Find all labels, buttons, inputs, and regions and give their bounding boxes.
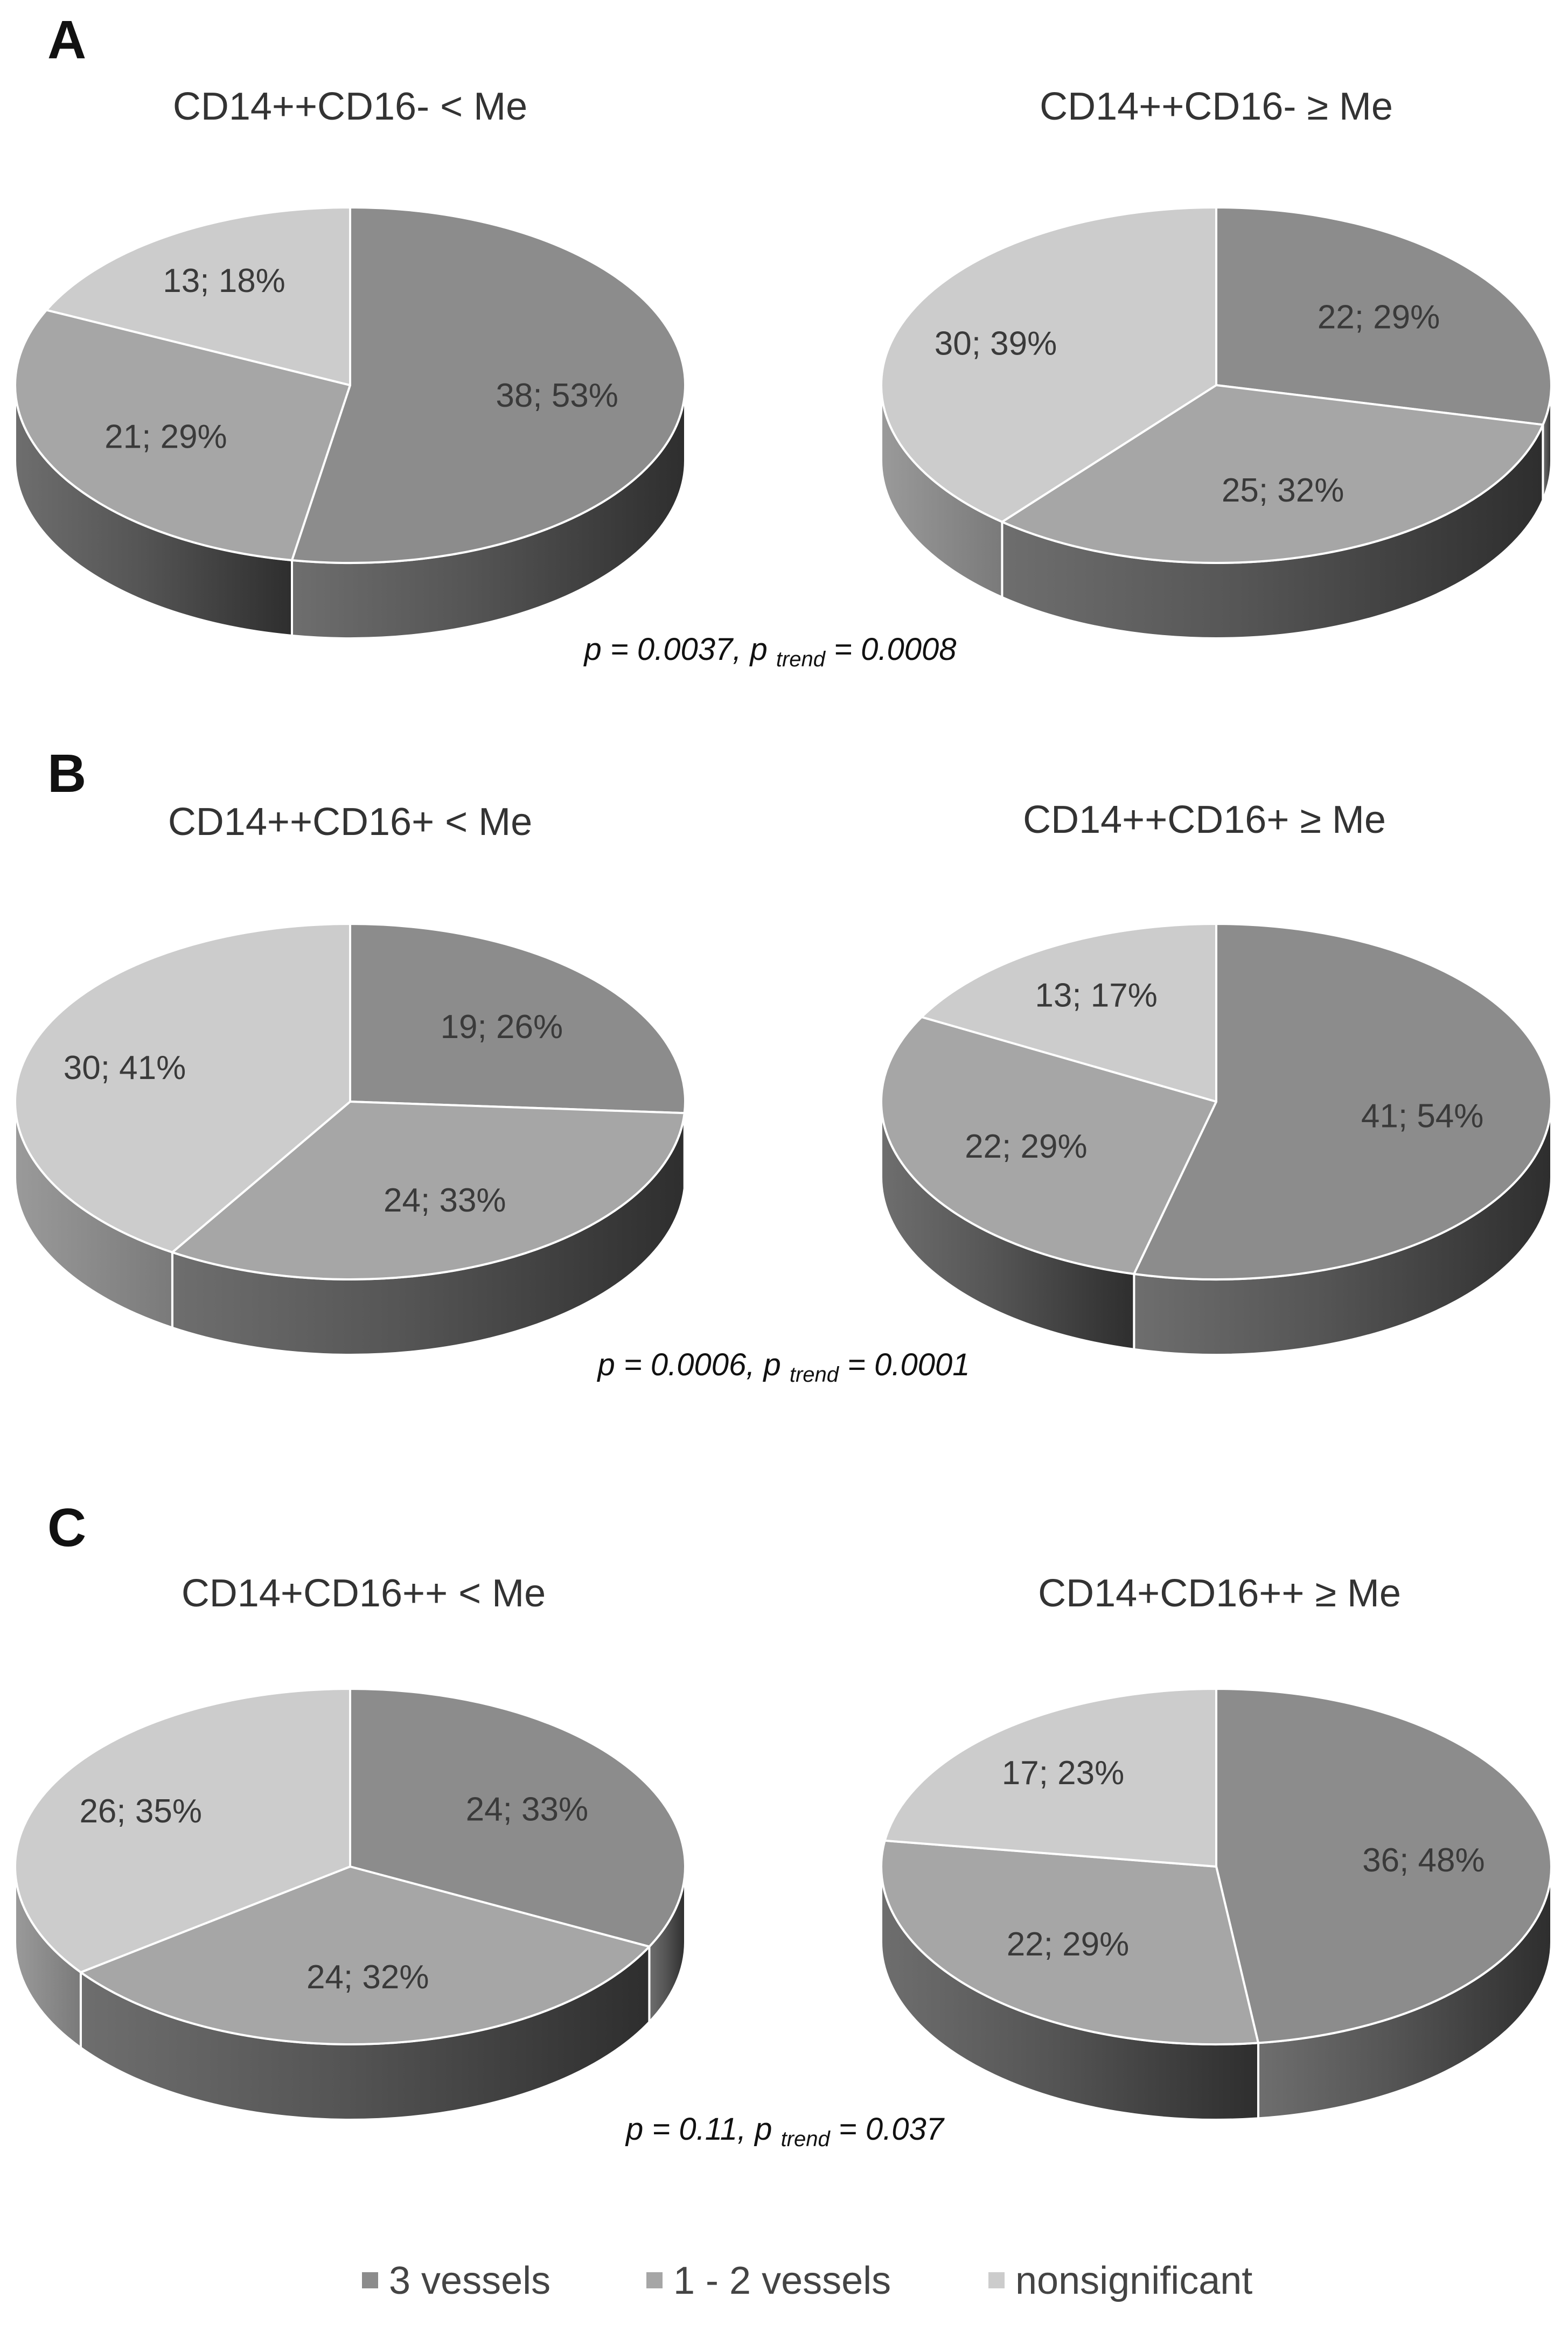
data-label-1-2-vessels: 22; 29% bbox=[1007, 1926, 1130, 1963]
pie-chart-c-below-median: 24; 33% 24; 32% 26; 35% bbox=[14, 1688, 687, 2121]
panel-letter-b: B bbox=[47, 743, 86, 804]
pie-slice-3-vessels bbox=[349, 1688, 687, 1948]
p-value-c: p = 0.11, p trend = 0.037 bbox=[625, 2112, 945, 2151]
p-value-a: p = 0.0037, p trend = 0.0008 bbox=[583, 632, 956, 671]
data-label-3-vessels: 24; 33% bbox=[466, 1791, 589, 1828]
data-label-3-vessels: 41; 54% bbox=[1361, 1097, 1484, 1134]
data-label-nonsignificant: 30; 41% bbox=[64, 1049, 186, 1087]
data-label-1-2-vessels: 24; 32% bbox=[306, 1959, 429, 1996]
panel-letter-c: C bbox=[47, 1498, 86, 1558]
data-label-1-2-vessels: 22; 29% bbox=[965, 1128, 1088, 1165]
chart-title: CD14++CD16+ < Me bbox=[168, 800, 532, 844]
legend-label: nonsignificant bbox=[1015, 2259, 1252, 2302]
data-label-nonsignificant: 13; 17% bbox=[1035, 977, 1158, 1014]
data-label-nonsignificant: 13; 18% bbox=[163, 262, 285, 300]
pie-slice-nonsignificant bbox=[880, 206, 1217, 523]
pie-chart-a-below-median: 38; 53% 21; 29% 13; 18% bbox=[14, 206, 686, 639]
pie-slice-nonsignificant bbox=[45, 206, 351, 386]
pie-slice-1-2-vessels bbox=[880, 1015, 1217, 1275]
panel-letter-a: A bbox=[47, 10, 86, 70]
pie-slice-nonsignificant bbox=[14, 923, 351, 1254]
data-label-3-vessels: 38; 53% bbox=[496, 377, 618, 414]
data-label-1-2-vessels: 21; 29% bbox=[104, 418, 227, 455]
data-label-nonsignificant: 26; 35% bbox=[79, 1793, 202, 1830]
legend-swatch-nonsignificant bbox=[988, 2272, 1005, 2288]
pie-chart-a-above-median: 22; 29% 25; 32% 30; 39% bbox=[880, 206, 1552, 639]
data-label-3-vessels: 22; 29% bbox=[1318, 298, 1440, 336]
pie-slice-3-vessels bbox=[1215, 1688, 1552, 2044]
pie-chart-b-below-median: 19; 26% 24; 33% 30; 41% bbox=[14, 923, 686, 1356]
pie-slice-3-vessels bbox=[1133, 923, 1552, 1280]
data-label-1-2-vessels: 24; 33% bbox=[384, 1182, 506, 1219]
chart-title: CD14+CD16++ < Me bbox=[182, 1572, 546, 1615]
data-label-3-vessels: 36; 48% bbox=[1362, 1842, 1485, 1879]
legend: 3 vessels 1 - 2 vessels nonsignificant bbox=[362, 2259, 1252, 2302]
chart-title: CD14++CD16- ≥ Me bbox=[1040, 85, 1393, 128]
pie-slice-1-2-vessels bbox=[880, 1839, 1259, 2045]
p-value-b: p = 0.0006, p trend = 0.0001 bbox=[596, 1347, 970, 1387]
pie-slice-1-2-vessels bbox=[1001, 384, 1544, 565]
pie-slice-1-2-vessels bbox=[14, 309, 351, 561]
pie-slice-3-vessels bbox=[1215, 206, 1552, 426]
legend-swatch-1-2-vessels bbox=[646, 2272, 663, 2288]
data-label-3-vessels: 19; 26% bbox=[441, 1008, 563, 1046]
legend-label: 1 - 2 vessels bbox=[673, 2259, 891, 2302]
pie-slice-3-vessels bbox=[290, 206, 686, 564]
chart-title: CD14++CD16+ ≥ Me bbox=[1023, 798, 1386, 841]
pie-slice-nonsignificant bbox=[883, 1688, 1217, 1868]
data-label-1-2-vessels: 25; 32% bbox=[1222, 472, 1344, 509]
chart-title: CD14++CD16- < Me bbox=[173, 85, 527, 128]
data-label-nonsignificant: 30; 39% bbox=[935, 325, 1057, 362]
chart-title: CD14+CD16++ ≥ Me bbox=[1038, 1572, 1401, 1615]
legend-label: 3 vessels bbox=[389, 2259, 550, 2302]
pie-slice-nonsignificant bbox=[920, 923, 1217, 1103]
pie-slice-1-2-vessels bbox=[79, 1865, 651, 2046]
pie-chart-c-above-median: 36; 48% 22; 29% 17; 23% bbox=[880, 1688, 1552, 2121]
pie-slice-nonsignificant bbox=[14, 1688, 351, 1974]
pie-slice-1-2-vessels bbox=[171, 1101, 686, 1280]
pie-slice-3-vessels bbox=[349, 923, 686, 1115]
legend-swatch-3-vessels bbox=[362, 2272, 378, 2288]
pie-chart-b-above-median: 41; 54% 22; 29% 13; 17% bbox=[880, 923, 1552, 1356]
data-label-nonsignificant: 17; 23% bbox=[1002, 1755, 1125, 1792]
